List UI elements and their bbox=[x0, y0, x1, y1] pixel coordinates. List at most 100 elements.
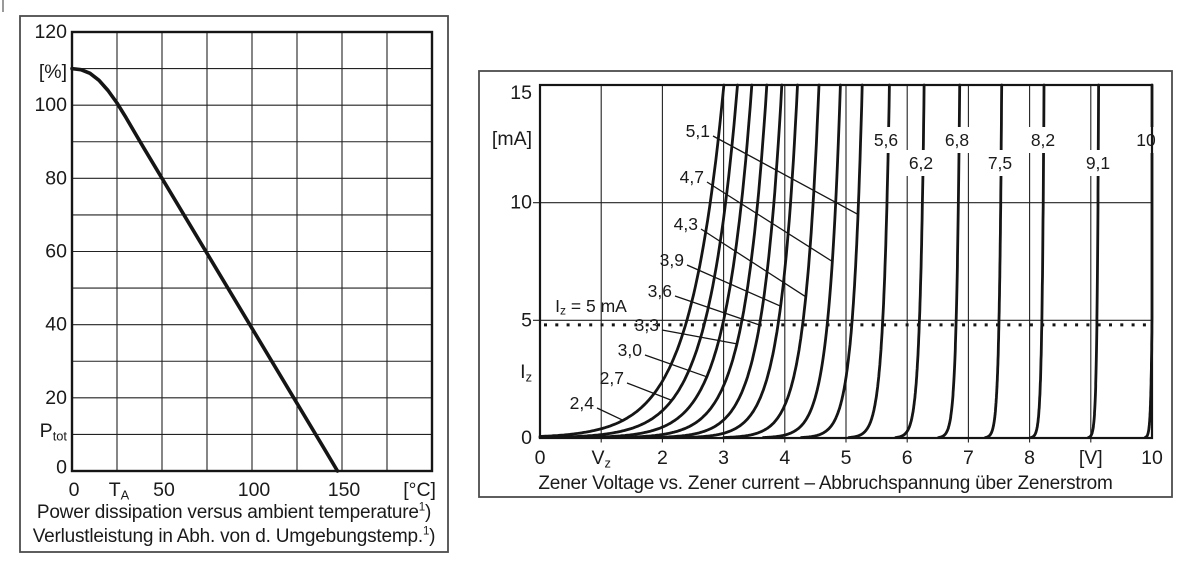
tick-main: 100 bbox=[34, 94, 67, 116]
curve-label: 8,2 bbox=[1031, 130, 1055, 150]
curve-label-leader bbox=[686, 264, 781, 307]
footnote-marker: 1 bbox=[418, 501, 425, 514]
plot-area bbox=[70, 30, 434, 473]
x-axis-label: [V] bbox=[1079, 447, 1103, 469]
iz-sub: z bbox=[560, 304, 566, 318]
y-axis-label: 60 bbox=[45, 241, 67, 263]
x-axis-label: TA bbox=[109, 479, 130, 502]
caption-suffix: ) bbox=[425, 502, 432, 523]
curve-label: 5,6 bbox=[874, 130, 898, 150]
tick-main: [mA] bbox=[492, 128, 532, 150]
x-axis-label: 3 bbox=[718, 447, 729, 469]
tick-main: V bbox=[591, 447, 604, 469]
y-axis-label: 120 bbox=[34, 21, 67, 43]
tick-main: 3 bbox=[718, 447, 729, 469]
tick-main: 15 bbox=[510, 82, 532, 104]
tick-main: [°C] bbox=[403, 479, 436, 501]
tick-main: P bbox=[40, 420, 53, 442]
zener-iv-panel: 2,4 2,7 3,0 3,3 3,6 3,9 4,3 4,7 5,1 5,6 6,2 6,8 7,5 8… bbox=[478, 70, 1173, 498]
caption-line-en: Power dissipation versus ambient tempera… bbox=[19, 501, 449, 525]
x-axis-label: 100 bbox=[238, 479, 271, 501]
curve-label-gap bbox=[903, 150, 939, 176]
plot-area: 2,42,7 3,0 3,3 3,6 3,9 4,3 4,7 5,1 5,6 6,2 6,8 7,5 8… bbox=[533, 83, 1164, 443]
caption-line: Zener Voltage vs. Zener current – Abbruc… bbox=[478, 472, 1173, 496]
x-axis-label: 8 bbox=[1024, 447, 1035, 469]
x-axis-label: 2 bbox=[657, 447, 668, 469]
iz-main: I bbox=[555, 296, 560, 316]
curve-label: 4,7 bbox=[680, 167, 704, 187]
plot-border bbox=[538, 83, 1154, 440]
y-axis-label: 100 bbox=[34, 94, 67, 116]
x-axis-label: 6 bbox=[902, 447, 913, 469]
tick-main: 80 bbox=[45, 167, 67, 189]
curve-label-gap bbox=[1080, 150, 1116, 176]
y-axis-label: 40 bbox=[45, 314, 67, 336]
power-derating-panel: 120 [%] 100 80 60 40 20 Ptot 0 0 TA 50 100 150 [°C] Po… bbox=[19, 15, 449, 553]
curve-label-leader bbox=[700, 228, 807, 298]
curve-label: 6,2 bbox=[909, 153, 933, 173]
curve-label: 3,0 bbox=[618, 340, 643, 360]
tick-main: 10 bbox=[1141, 447, 1163, 469]
power-derating-chart-svg: 120 [%] 100 80 60 40 20 Ptot 00 TA 50 100 150 [°C] bbox=[19, 15, 449, 553]
zener-curve-8,2 bbox=[1029, 83, 1046, 439]
y-axis-label: Iz bbox=[520, 361, 532, 384]
x-axis-label: 10 bbox=[1141, 447, 1163, 469]
x-axis-label: 7 bbox=[963, 447, 974, 469]
tick-main: 150 bbox=[328, 479, 361, 501]
tick-sub: z bbox=[526, 369, 532, 384]
tick-main: [%] bbox=[39, 61, 67, 83]
tick-main: I bbox=[520, 361, 525, 383]
tick-main: 60 bbox=[45, 241, 67, 263]
curve-label-leader bbox=[626, 382, 673, 401]
y-axis-label: [mA] bbox=[492, 128, 532, 150]
iz-5ma-label: Iz = 5 mA bbox=[555, 296, 627, 318]
y-axis-label: 20 bbox=[45, 387, 67, 409]
curve-label: 3,9 bbox=[660, 250, 684, 270]
zener-curve-5,6 bbox=[847, 83, 891, 439]
tick-main: 7 bbox=[963, 447, 974, 469]
x-axis-label: 0 bbox=[69, 479, 80, 501]
tick-sub: A bbox=[121, 487, 130, 502]
zener-iv-caption: Zener Voltage vs. Zener current – Abbruc… bbox=[478, 472, 1173, 496]
zener-curve-4,3 bbox=[722, 83, 821, 439]
curve-label-gap bbox=[1128, 127, 1164, 153]
zener-curve-3,6 bbox=[650, 83, 784, 439]
curve-label: 2,4 bbox=[570, 393, 595, 413]
y-axis-label: 10 bbox=[510, 192, 532, 214]
tick-main: 40 bbox=[45, 314, 67, 336]
footnote-marker: 1 bbox=[422, 525, 430, 538]
zener-curve-3,3 bbox=[615, 83, 769, 439]
curve-label: 9,1 bbox=[1086, 153, 1110, 173]
curve-label-gap bbox=[868, 127, 904, 153]
tick-sub: tot bbox=[53, 428, 68, 443]
curve-label-gap bbox=[939, 127, 975, 153]
zener-curve-6,8 bbox=[937, 83, 962, 439]
y-axis-label: 15 bbox=[510, 82, 532, 104]
curve-label-leader bbox=[661, 329, 738, 345]
curve-label-leader bbox=[674, 295, 760, 326]
curve-label: 3,3 bbox=[635, 315, 659, 335]
curve-label: 5,1 bbox=[686, 121, 710, 141]
tick-main: 100 bbox=[238, 479, 271, 501]
zener-curve-6,2 bbox=[894, 83, 926, 439]
zener-curve-3,9 bbox=[682, 83, 799, 439]
y-axis-label: 0 bbox=[56, 456, 67, 478]
y-axis-label: 5 bbox=[521, 309, 532, 331]
x-axis-label: [°C] bbox=[403, 479, 436, 501]
zener-curve-7,5 bbox=[984, 83, 1004, 439]
x-axis-label: 0 bbox=[535, 447, 546, 469]
curve-label: 4,3 bbox=[674, 214, 698, 234]
derating-curve bbox=[70, 66, 340, 473]
tick-main: 4 bbox=[779, 447, 790, 469]
curve-label-leader bbox=[706, 181, 833, 263]
curve-label: 6,8 bbox=[945, 130, 969, 150]
tick-main: 0 bbox=[69, 479, 80, 501]
curve-label: 7,5 bbox=[988, 153, 1012, 173]
caption-suffix: ) bbox=[429, 526, 436, 547]
plot-border bbox=[70, 30, 434, 473]
y-axis-label: 0 bbox=[521, 427, 532, 449]
zener-curve-2,4 bbox=[538, 83, 726, 439]
curve-label-leader bbox=[644, 354, 708, 378]
tick-sub: z bbox=[604, 455, 610, 470]
tick-main: 0 bbox=[521, 427, 532, 449]
